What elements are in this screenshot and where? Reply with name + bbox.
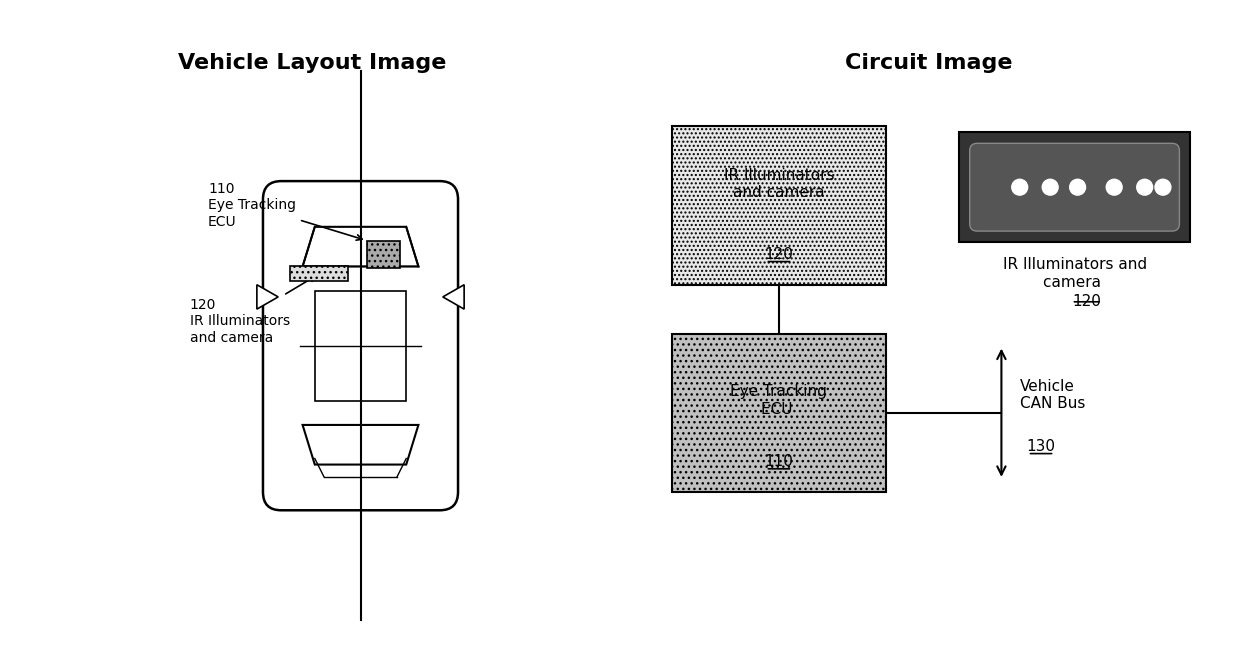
Circle shape [1070, 179, 1085, 195]
Text: IR Illuminators
and camera: IR Illuminators and camera [724, 168, 835, 200]
Bar [672, 334, 885, 492]
Bar [367, 241, 401, 268]
Text: Circuit Image: Circuit Image [844, 53, 1012, 73]
Polygon shape [443, 285, 464, 309]
Text: 110
Eye Tracking
ECU: 110 Eye Tracking ECU [208, 182, 362, 240]
Text: 110: 110 [765, 454, 794, 469]
Text: 120: 120 [765, 247, 794, 261]
FancyBboxPatch shape [263, 181, 458, 510]
Circle shape [1137, 179, 1153, 195]
Text: 130: 130 [1027, 439, 1055, 454]
Polygon shape [303, 425, 418, 464]
Text: 120: 120 [1073, 294, 1101, 309]
Circle shape [1043, 179, 1058, 195]
Text: IR Illuminators and
camera: IR Illuminators and camera [1002, 257, 1147, 289]
Text: Vehicle
CAN Bus: Vehicle CAN Bus [1019, 379, 1085, 428]
Polygon shape [303, 227, 418, 266]
Bar [959, 132, 1190, 242]
Bar [672, 126, 885, 285]
FancyBboxPatch shape [970, 143, 1179, 231]
Circle shape [1012, 179, 1028, 195]
Bar [315, 291, 407, 401]
Polygon shape [257, 285, 278, 309]
Text: Eye Tracking
ECU: Eye Tracking ECU [730, 384, 827, 417]
Circle shape [1154, 179, 1171, 195]
Text: 120
IR Illuminators
and camera: 120 IR Illuminators and camera [190, 276, 315, 345]
Bar [290, 266, 348, 281]
Text: Vehicle Layout Image: Vehicle Layout Image [177, 53, 446, 73]
Circle shape [1106, 179, 1122, 195]
